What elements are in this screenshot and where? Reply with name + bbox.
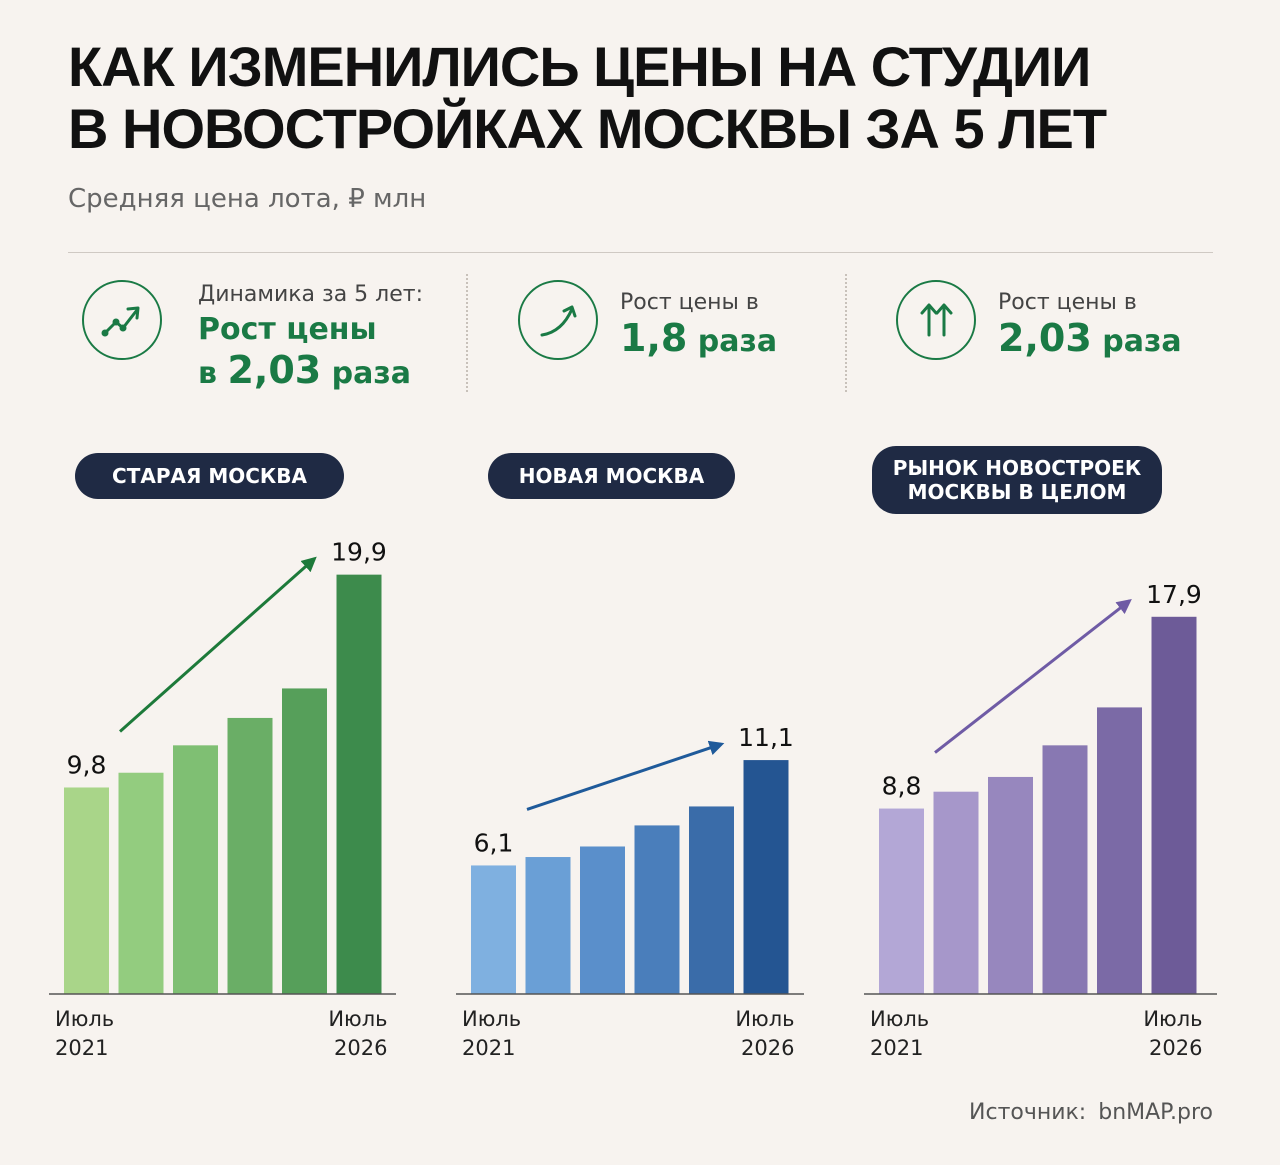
value-label-old-moscow-6: 19,9 xyxy=(331,538,387,567)
stat-2-value: 1,8 раза xyxy=(620,318,777,362)
value-label-old-moscow-1: 9,8 xyxy=(67,750,107,779)
value-label-moscow-total-1: 8,8 xyxy=(882,772,922,801)
stat-3-number: 2,03 xyxy=(998,316,1092,360)
x-label-last-moscow-total-1: Июль xyxy=(1143,1007,1202,1031)
source-label: Источник: xyxy=(969,1100,1087,1125)
bar-old-moscow-3 xyxy=(173,745,218,994)
x-label-last-moscow-total-2: 2026 xyxy=(1149,1036,1202,1060)
curve-arrow-icon xyxy=(518,280,598,360)
chart-title-moscow-total: РЫНОК НОВОСТРОЕК МОСКВЫ В ЦЕЛОМ xyxy=(872,446,1162,514)
x-label-last-old-moscow-2: 2026 xyxy=(334,1036,387,1060)
stat-2-label: Рост цены в xyxy=(620,290,759,315)
stat-card-2: Рост цены в 1,8 раза xyxy=(518,280,777,362)
bar-new-moscow-5 xyxy=(689,806,734,994)
stat-1-suffix: раза xyxy=(331,356,412,391)
x-label-first-old-moscow-2: 2021 xyxy=(55,1036,108,1060)
stat-1-label: Динамика за 5 лет: xyxy=(198,282,423,307)
bar-moscow-total-2 xyxy=(933,791,979,994)
double-up-arrow-icon xyxy=(896,280,976,360)
bar-old-moscow-5 xyxy=(282,688,327,994)
bar-moscow-total-6 xyxy=(1151,616,1197,994)
stat-1-value: в 2,03 раза xyxy=(198,350,423,394)
stat-3-value: 2,03 раза xyxy=(998,318,1182,362)
stat-3-suffix: раза xyxy=(1102,324,1182,359)
source-credit: Источник: bnMAP.pro xyxy=(969,1100,1213,1125)
bar-new-moscow-3 xyxy=(580,846,625,994)
bar-old-moscow-6 xyxy=(336,574,382,994)
stat-3-label: Рост цены в xyxy=(998,290,1137,315)
bar-new-moscow-2 xyxy=(525,857,571,994)
stat-separator-2 xyxy=(845,274,847,392)
trend-arrow-old-moscow xyxy=(119,556,317,733)
chart-title-old-moscow: СТАРАЯ МОСКВА xyxy=(75,453,344,499)
page-title: КАК ИЗМЕНИЛИСЬ ЦЕНЫ НА СТУДИИ В НОВОСТРО… xyxy=(68,36,1218,160)
value-label-moscow-total-6: 17,9 xyxy=(1146,580,1202,609)
chart-title-new-moscow: НОВАЯ МОСКВА xyxy=(488,453,735,499)
trend-arrow-moscow-total xyxy=(934,598,1132,754)
chart-title-moscow-total-line1: РЫНОК НОВОСТРОЕК xyxy=(892,456,1142,480)
x-label-first-new-moscow-1: Июль xyxy=(462,1007,521,1031)
subtitle: Средняя цена лота, ₽ млн xyxy=(68,184,427,214)
title-line-2: В НОВОСТРОЙКАХ МОСКВЫ ЗА 5 ЛЕТ xyxy=(68,97,1107,160)
x-label-first-moscow-total-2: 2021 xyxy=(870,1036,923,1060)
bar-moscow-total-3 xyxy=(988,776,1033,994)
stat-1-line1: Рост цены xyxy=(198,312,377,347)
stat-separator-1 xyxy=(466,274,468,392)
bar-new-moscow-4 xyxy=(634,825,680,994)
stat-1-number: 2,03 xyxy=(227,348,322,392)
bar-new-moscow-1 xyxy=(471,865,516,994)
title-line-1: КАК ИЗМЕНИЛИСЬ ЦЕНЫ НА СТУДИИ xyxy=(68,35,1091,98)
stat-1-prefix: в xyxy=(198,356,217,391)
trend-arrow-new-moscow xyxy=(526,740,725,811)
x-label-last-old-moscow-1: Июль xyxy=(328,1007,387,1031)
value-label-new-moscow-1: 6,1 xyxy=(474,828,514,857)
bar-new-moscow-6 xyxy=(743,760,789,994)
stat-2-suffix: раза xyxy=(697,324,778,359)
x-label-last-new-moscow-1: Июль xyxy=(735,1007,794,1031)
x-label-last-new-moscow-2: 2026 xyxy=(741,1036,794,1060)
stat-card-1: Динамика за 5 лет: Рост цены в 2,03 раза xyxy=(82,280,423,394)
value-label-new-moscow-6: 11,1 xyxy=(738,723,794,752)
header-divider xyxy=(68,252,1213,253)
source-value: bnMAP.pro xyxy=(1098,1100,1213,1125)
bar-old-moscow-4 xyxy=(227,717,273,994)
stat-2-number: 1,8 xyxy=(620,316,688,360)
bar-old-moscow-1 xyxy=(64,787,109,994)
bar-moscow-total-5 xyxy=(1097,707,1142,994)
bar-moscow-total-1 xyxy=(879,808,924,994)
trend-up-icon xyxy=(82,280,162,360)
bar-moscow-total-4 xyxy=(1042,745,1088,994)
chart-title-moscow-total-line2: МОСКВЫ В ЦЕЛОМ xyxy=(907,480,1127,504)
stat-card-3: Рост цены в 2,03 раза xyxy=(896,280,1182,362)
x-label-first-moscow-total-1: Июль xyxy=(870,1007,929,1031)
x-label-first-new-moscow-2: 2021 xyxy=(462,1036,515,1060)
bar-old-moscow-2 xyxy=(118,772,164,994)
x-label-first-old-moscow-1: Июль xyxy=(55,1007,114,1031)
